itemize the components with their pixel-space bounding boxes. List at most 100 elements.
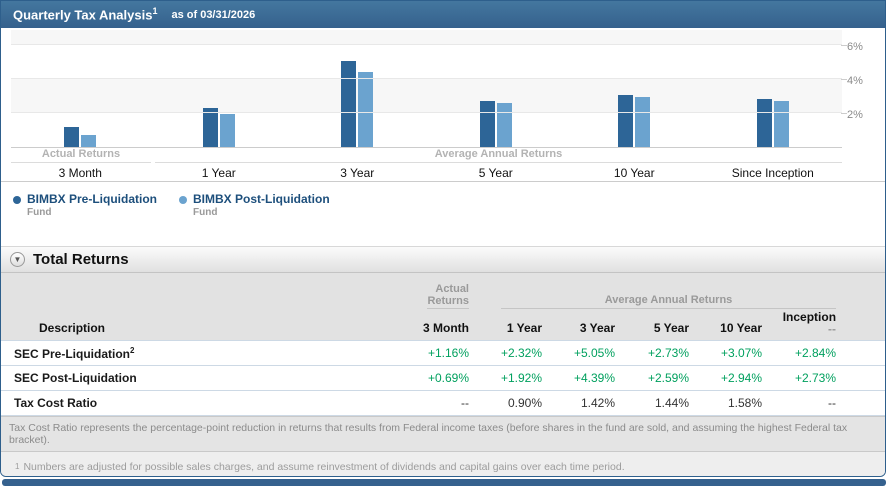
category-label: 3 Month bbox=[58, 166, 102, 180]
collapse-toggle-icon[interactable]: ▼ bbox=[10, 252, 25, 267]
chart-category-axis: 3 Month 1 Year 3 Year 5 Year 10 Year Since In… bbox=[11, 164, 842, 181]
row-value: +2.94% bbox=[691, 365, 764, 391]
chart-bar bbox=[64, 127, 80, 147]
bar-group bbox=[704, 30, 843, 147]
legend-item: BIMBX Post-Liquidation Fund bbox=[179, 192, 330, 218]
gridline bbox=[11, 44, 842, 45]
row-label: SEC Pre-Liquidation2 bbox=[1, 340, 398, 366]
row-value: +2.32% bbox=[471, 340, 544, 366]
row-label: Tax Cost Ratio bbox=[1, 390, 398, 416]
panel-bottom-bar bbox=[2, 479, 886, 486]
inception-header-label: Inception bbox=[782, 310, 837, 324]
table-row: Tax Cost Ratio -- 0.90% 1.42% 1.44% 1.58% -- bbox=[1, 390, 885, 416]
bars-container bbox=[11, 30, 842, 147]
category-label: 5 Year bbox=[478, 166, 513, 180]
plot-area bbox=[11, 30, 842, 148]
y-axis-tick-label: 4% bbox=[847, 75, 863, 87]
row-value: +2.59% bbox=[617, 365, 691, 391]
row-value: 0.90% bbox=[471, 390, 544, 416]
chart-group-labels: Actual Returns Average Annual Returns bbox=[1, 148, 885, 163]
y-axis-tick-label: 2% bbox=[847, 109, 863, 121]
table-row: SEC Post-Liquidation +0.69% +1.92% +4.39% +2… bbox=[1, 365, 885, 391]
panel-title-bar: Quarterly Tax Analysis1 as of 03/31/2026 bbox=[1, 1, 885, 28]
chart-bar bbox=[479, 101, 495, 147]
section-title: Total Returns bbox=[33, 251, 129, 268]
column-header: Inception -- bbox=[764, 309, 839, 341]
y-axis-tick bbox=[841, 113, 847, 114]
chart-bar bbox=[756, 99, 772, 147]
bar-group bbox=[288, 30, 427, 147]
row-value: 1.42% bbox=[544, 390, 617, 416]
column-header: 5 Year bbox=[617, 309, 691, 341]
total-returns-section-header[interactable]: ▼ Total Returns bbox=[1, 246, 885, 273]
row-value: -- bbox=[764, 390, 839, 416]
chart-bar bbox=[358, 72, 374, 147]
returns-table-body: Actual Returns Average Annual Returns Descr… bbox=[1, 273, 885, 416]
category-label: Since Inception bbox=[731, 166, 814, 180]
legend-series-name: BIMBX Pre-Liquidation bbox=[27, 192, 157, 206]
inception-header-sub: -- bbox=[828, 322, 837, 336]
chart-bar bbox=[618, 95, 634, 147]
legend-series-sublabel: Fund bbox=[27, 207, 52, 218]
returns-bar-chart: Actual Returns Average Annual Returns 3 … bbox=[1, 28, 885, 182]
row-value: +0.69% bbox=[398, 365, 471, 391]
chart-bar bbox=[496, 103, 512, 147]
row-value: +1.16% bbox=[398, 340, 471, 366]
table-bottom-border bbox=[1, 415, 885, 416]
category-label: 1 Year bbox=[201, 166, 236, 180]
row-value: 1.44% bbox=[617, 390, 691, 416]
legend-item: BIMBX Pre-Liquidation Fund bbox=[13, 192, 157, 218]
average-annual-returns-group-label: Average Annual Returns bbox=[155, 148, 842, 163]
table-group-header-row: Actual Returns Average Annual Returns bbox=[1, 273, 885, 309]
chart-bar bbox=[773, 101, 789, 147]
row-value: +5.05% bbox=[544, 340, 617, 366]
legend-series-name: BIMBX Post-Liquidation bbox=[193, 192, 330, 206]
quarterly-tax-analysis-panel: Quarterly Tax Analysis1 as of 03/31/2026… bbox=[0, 0, 886, 477]
table-row: SEC Pre-Liquidation2 +1.16% +2.32% +5.05% +2… bbox=[1, 340, 885, 366]
chart-bar bbox=[341, 61, 357, 147]
row-value: +4.39% bbox=[544, 365, 617, 391]
column-header: 1 Year bbox=[471, 309, 544, 341]
returns-table: Actual Returns Average Annual Returns Descr… bbox=[1, 273, 885, 416]
column-header: 3 Month bbox=[398, 309, 471, 341]
row-value: +3.07% bbox=[691, 340, 764, 366]
category-label: 3 Year bbox=[340, 166, 375, 180]
actual-returns-header: Actual Returns bbox=[427, 283, 469, 309]
footnote-ref-2: 2 bbox=[130, 345, 135, 355]
bar-group bbox=[565, 30, 704, 147]
column-header: Description bbox=[1, 309, 398, 341]
legend-dot-icon bbox=[179, 196, 187, 204]
gridline bbox=[11, 78, 842, 79]
legend-text: BIMBX Pre-Liquidation Fund bbox=[27, 192, 157, 218]
gridline bbox=[11, 112, 842, 113]
footnote-ref-1: 1 bbox=[152, 6, 158, 17]
tax-cost-ratio-note: Tax Cost Ratio represents the percentage… bbox=[1, 416, 885, 452]
chart-bar bbox=[202, 108, 218, 147]
actual-returns-group-label: Actual Returns bbox=[11, 148, 151, 163]
y-axis-tick bbox=[841, 79, 847, 80]
row-value: +2.73% bbox=[617, 340, 691, 366]
footnote-number: 1 bbox=[15, 462, 20, 471]
as-of-date: as of 03/31/2026 bbox=[171, 8, 256, 21]
table-column-header-row: Description 3 Month 1 Year 3 Year 5 Year 10 Y… bbox=[1, 309, 885, 341]
average-annual-returns-header: Average Annual Returns bbox=[501, 294, 837, 309]
chart-bar bbox=[635, 97, 651, 147]
row-value: +2.73% bbox=[764, 365, 839, 391]
chart-legend: BIMBX Pre-Liquidation Fund BIMBX Post-Liqu… bbox=[1, 182, 885, 246]
legend-dot-icon bbox=[13, 196, 21, 204]
row-value: +2.84% bbox=[764, 340, 839, 366]
bar-group bbox=[427, 30, 566, 147]
footnote: 1 Numbers are adjusted for possible sales… bbox=[15, 460, 871, 476]
row-value: +1.92% bbox=[471, 365, 544, 391]
column-header: 10 Year bbox=[691, 309, 764, 341]
y-axis-tick bbox=[841, 45, 847, 46]
category-label: 10 Year bbox=[613, 166, 655, 180]
bar-group bbox=[11, 30, 150, 147]
chart-bar bbox=[219, 114, 235, 147]
y-axis-tick-label: 6% bbox=[847, 41, 863, 53]
row-label: SEC Post-Liquidation bbox=[1, 365, 398, 391]
legend-series-sublabel: Fund bbox=[193, 207, 218, 218]
bar-group bbox=[150, 30, 289, 147]
row-value: -- bbox=[398, 390, 471, 416]
